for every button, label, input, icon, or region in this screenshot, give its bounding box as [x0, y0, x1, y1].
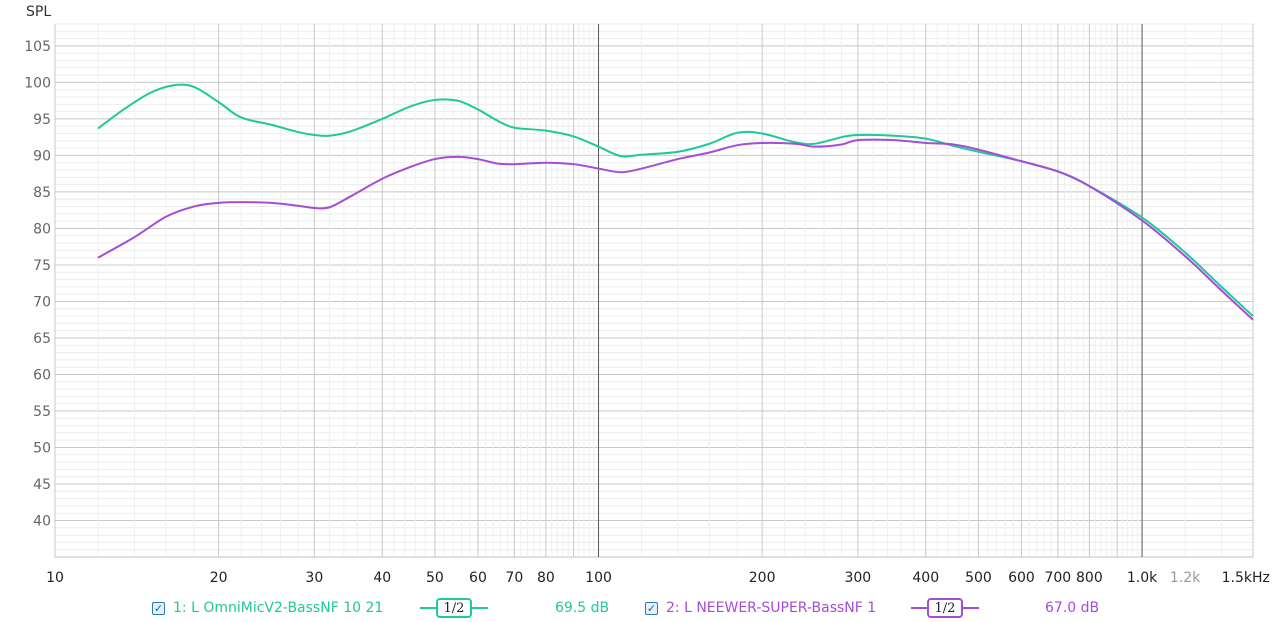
x-tick-label: 50: [426, 570, 444, 586]
major-horizontal-gridlines: [55, 45, 1253, 521]
y-tick-label: 65: [33, 331, 51, 347]
x-tick-label: 70: [505, 570, 523, 586]
y-tick-label: 100: [24, 75, 51, 91]
x-tick-label: 80: [537, 570, 555, 586]
x-tick-label: 400: [912, 570, 939, 586]
series-2-line: [97, 138, 1254, 321]
x-tick-label: 600: [1008, 570, 1035, 586]
series-2-value: 67.0 dB: [1045, 600, 1100, 616]
y-tick-label: 50: [33, 440, 51, 456]
legend-item-2[interactable]: ✓ 2: L NEEWER-SUPER-BassNF 1 1/2 67.0 dB: [645, 596, 1099, 620]
y-tick-label: 75: [33, 258, 51, 274]
y-tick-labels: 40 45 50 55 60 65 70 75 80 85 90 95 100 105: [24, 39, 51, 530]
series-1-label: 1: L OmniMicV2-BassNF 10 21: [173, 600, 384, 616]
series-2-line-sample-right: [963, 607, 979, 609]
series-2-label: 2: L NEEWER-SUPER-BassNF 1: [666, 600, 877, 616]
series-2-checkbox[interactable]: ✓: [645, 601, 658, 615]
x-tick-labels: 10 20 30 40 50 60 70 80 100 200 300 400 500 600 700 800…: [46, 570, 1270, 586]
series-1-line: [97, 83, 1254, 317]
y-tick-label: 95: [33, 112, 51, 128]
y-tick-label: 90: [33, 148, 51, 164]
y-tick-label: 80: [33, 221, 51, 237]
y-axis-label: SPL: [26, 4, 51, 20]
x-tick-label: 10: [46, 570, 64, 586]
plot-area[interactable]: [54, 23, 1254, 558]
series-1-line-sample: [420, 607, 436, 609]
y-tick-label: 55: [33, 404, 51, 420]
vertical-gridlines: [54, 24, 1254, 557]
y-tick-label: 85: [33, 185, 51, 201]
minor-horizontal-gridlines: [55, 23, 1253, 551]
y-tick-label: 40: [33, 513, 51, 529]
y-tick-label: 70: [33, 294, 51, 310]
y-tick-label: 105: [24, 39, 51, 55]
x-tick-label: 60: [469, 570, 487, 586]
x-tick-label: 40: [373, 570, 391, 586]
series-lines: [97, 83, 1254, 321]
series-2-smoothing[interactable]: 1/2: [911, 598, 979, 618]
legend-item-1[interactable]: ✓ 1: L OmniMicV2-BassNF 10 21 1/2 69.5 d…: [152, 596, 609, 620]
x-tick-label: 200: [749, 570, 776, 586]
y-tick-label: 45: [33, 477, 51, 493]
series-2-smoothing-label: 1/2: [927, 598, 963, 618]
series-1-checkbox[interactable]: ✓: [152, 601, 165, 615]
x-tick-label: 700: [1044, 570, 1071, 586]
x-tick-label: 100: [585, 570, 612, 586]
x-tick-label: 800: [1076, 570, 1103, 586]
series-1-smoothing[interactable]: 1/2: [420, 598, 488, 618]
series-1-line-sample-right: [472, 607, 488, 609]
series-2-line-sample: [911, 607, 927, 609]
series-1-value: 69.5 dB: [555, 600, 610, 616]
x-tick-label: 20: [210, 570, 228, 586]
y-tick-label: 60: [33, 367, 51, 383]
x-tick-label: 1.5kHz: [1222, 570, 1270, 586]
x-tick-label: 500: [965, 570, 992, 586]
x-tick-label: 300: [844, 570, 871, 586]
series-1-smoothing-label: 1/2: [436, 598, 472, 618]
x-tick-label: 30: [305, 570, 323, 586]
x-tick-label: 1.0k: [1127, 570, 1158, 586]
x-tick-label: 1.2k: [1170, 570, 1201, 586]
